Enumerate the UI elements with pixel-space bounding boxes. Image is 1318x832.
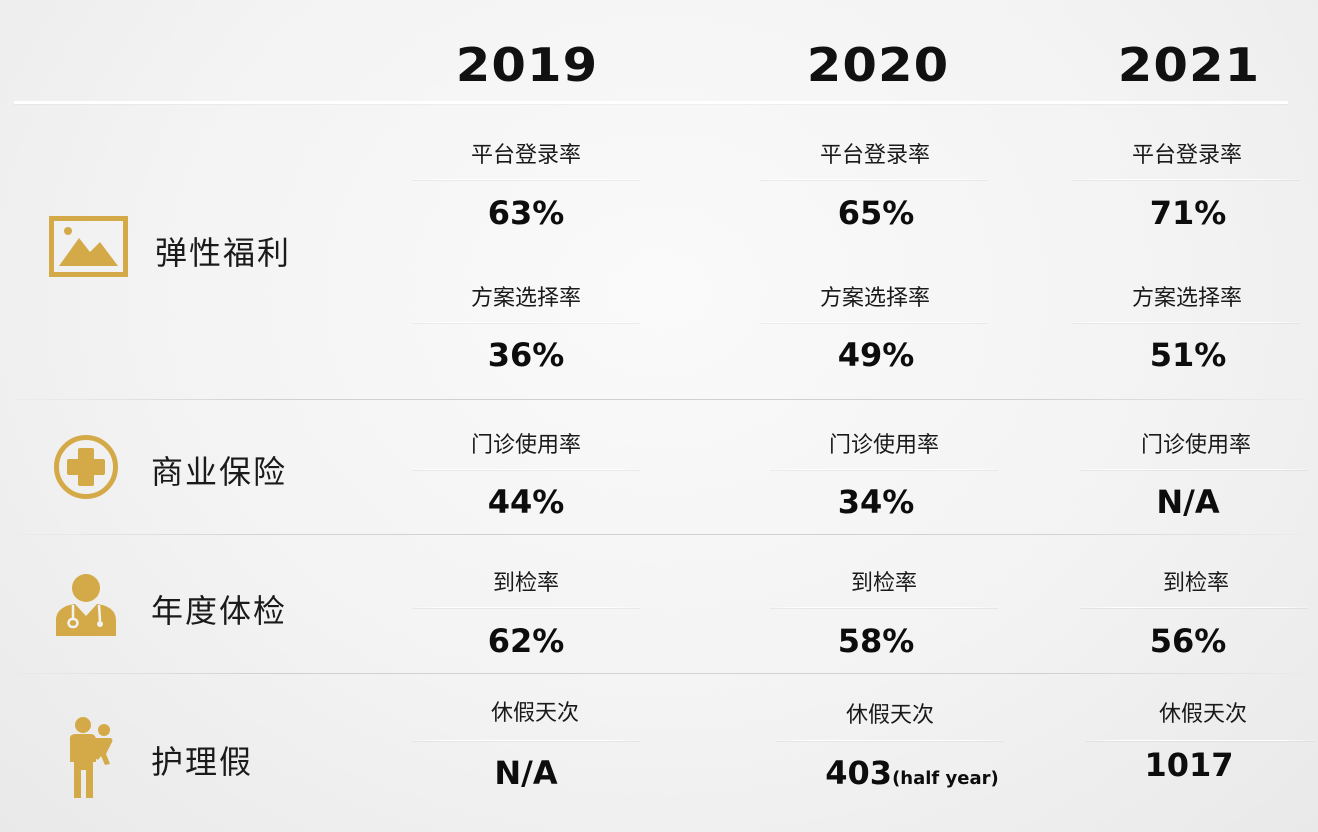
metric-value-leave-days-2020: 403(half year) <box>782 754 1042 792</box>
metric-label-attendance-rate-2020: 到检率 <box>850 571 917 596</box>
metric-divider <box>1072 322 1300 323</box>
metric-value-attendance-rate-2019: 62% <box>487 622 565 660</box>
medical-cross-icon <box>53 434 119 500</box>
metric-divider <box>412 322 640 323</box>
metric-value-login-rate-2019: 63% <box>487 194 565 232</box>
category-label-nursing-leave: 护理假 <box>151 743 254 781</box>
metric-label-plan-selection-rate-2021: 方案选择率 <box>1131 286 1242 311</box>
metric-value-outpatient-rate-2019: 44% <box>487 483 565 521</box>
metric-value-plan-selection-rate-2019: 36% <box>487 336 565 374</box>
metric-label-leave-days-2021: 休假天次 <box>1158 702 1247 727</box>
metric-divider <box>1086 740 1314 741</box>
metric-divider <box>776 740 1004 741</box>
metric-label-outpatient-rate-2019: 门诊使用率 <box>470 433 581 458</box>
metric-divider <box>1072 179 1300 180</box>
leave-days-2020-number: 403 <box>825 754 893 792</box>
metric-value-login-rate-2021: 71% <box>1149 194 1227 232</box>
metric-divider <box>760 322 988 323</box>
metric-label-plan-selection-rate-2020: 方案选择率 <box>819 286 930 311</box>
metric-divider <box>412 469 640 470</box>
metric-value-leave-days-2021: 1017 <box>1144 746 1234 784</box>
metric-divider <box>770 469 998 470</box>
year-header-2019: 2019 <box>455 38 599 92</box>
metric-value-attendance-rate-2020: 58% <box>837 622 915 660</box>
doctor-icon <box>55 572 117 636</box>
metric-value-plan-selection-rate-2020: 49% <box>837 336 915 374</box>
metric-label-attendance-rate-2021: 到检率 <box>1162 571 1229 596</box>
year-header-2020: 2020 <box>806 38 950 92</box>
metric-label-leave-days-2019: 休假天次 <box>490 701 579 726</box>
row-divider <box>14 534 1304 535</box>
metric-value-plan-selection-rate-2021: 51% <box>1149 336 1227 374</box>
metric-label-attendance-rate-2019: 到检率 <box>492 571 559 596</box>
metric-label-login-rate-2021: 平台登录率 <box>1131 143 1242 168</box>
category-label-flexible-benefits: 弹性福利 <box>155 234 292 272</box>
category-label-commercial-insurance: 商业保险 <box>151 453 288 491</box>
metric-divider <box>412 740 640 741</box>
leave-days-2020-suffix: (half year) <box>892 768 999 789</box>
metric-value-outpatient-rate-2020: 34% <box>837 483 915 521</box>
metric-value-leave-days-2019: N/A <box>494 754 558 792</box>
metric-divider <box>1080 469 1308 470</box>
metric-label-plan-selection-rate-2019: 方案选择率 <box>470 286 581 311</box>
metric-label-leave-days-2020: 休假天次 <box>845 703 934 728</box>
row-divider <box>14 673 1304 674</box>
year-header-2021: 2021 <box>1117 38 1261 92</box>
metric-divider <box>770 607 998 608</box>
metric-divider <box>760 179 988 180</box>
image-icon <box>49 216 128 277</box>
category-label-annual-checkup: 年度体检 <box>151 592 288 630</box>
metric-value-attendance-rate-2021: 56% <box>1149 622 1227 660</box>
metric-divider <box>412 179 640 180</box>
metric-label-login-rate-2020: 平台登录率 <box>819 143 930 168</box>
metric-divider <box>412 607 640 608</box>
metric-label-login-rate-2019: 平台登录率 <box>470 143 581 168</box>
parent-child-icon <box>66 716 114 798</box>
metric-label-outpatient-rate-2020: 门诊使用率 <box>828 433 939 458</box>
metric-value-login-rate-2020: 65% <box>837 194 915 232</box>
metric-value-outpatient-rate-2021: N/A <box>1156 483 1220 521</box>
metric-divider <box>1080 607 1308 608</box>
metric-label-outpatient-rate-2021: 门诊使用率 <box>1140 433 1251 458</box>
header-divider <box>14 101 1288 104</box>
row-divider <box>14 399 1304 400</box>
